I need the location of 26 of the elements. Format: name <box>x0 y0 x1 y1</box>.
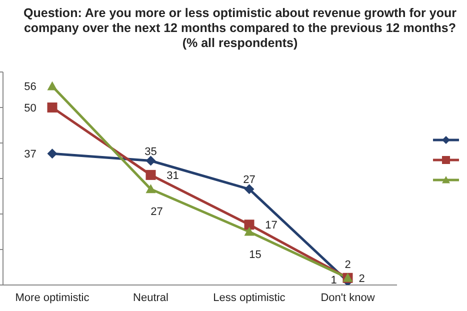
data-label: 1 <box>330 274 337 286</box>
data-label: 15 <box>249 248 262 261</box>
x-tick-label: Don't know <box>320 292 375 304</box>
point <box>47 81 58 90</box>
point <box>47 102 58 112</box>
x-tick-label: More optimistic <box>15 292 90 304</box>
x-tick-label: Neutral <box>133 292 168 304</box>
data-label: 50 <box>24 102 36 114</box>
data-label: 31 <box>166 170 179 182</box>
point <box>146 156 156 166</box>
x-tick-label: Less optimistic <box>213 292 286 304</box>
chart-title: Question: Are you more or less optimistic about revenue growth for your company over the next 12 months compared to the previous 12 months? (% all respondents) <box>22 6 458 51</box>
data-label: 37 <box>24 148 36 161</box>
data-label: 2 <box>358 272 365 285</box>
data-label: 27 <box>150 206 163 218</box>
point <box>146 184 156 194</box>
data-label: 17 <box>265 220 278 232</box>
point <box>47 148 58 159</box>
point <box>244 184 254 194</box>
data-label: 2 <box>344 258 351 271</box>
point <box>244 226 254 236</box>
point <box>244 220 254 230</box>
data-label: 27 <box>243 174 256 186</box>
data-label: 56 <box>24 81 36 94</box>
point <box>146 170 156 180</box>
data-label: 35 <box>144 146 157 158</box>
